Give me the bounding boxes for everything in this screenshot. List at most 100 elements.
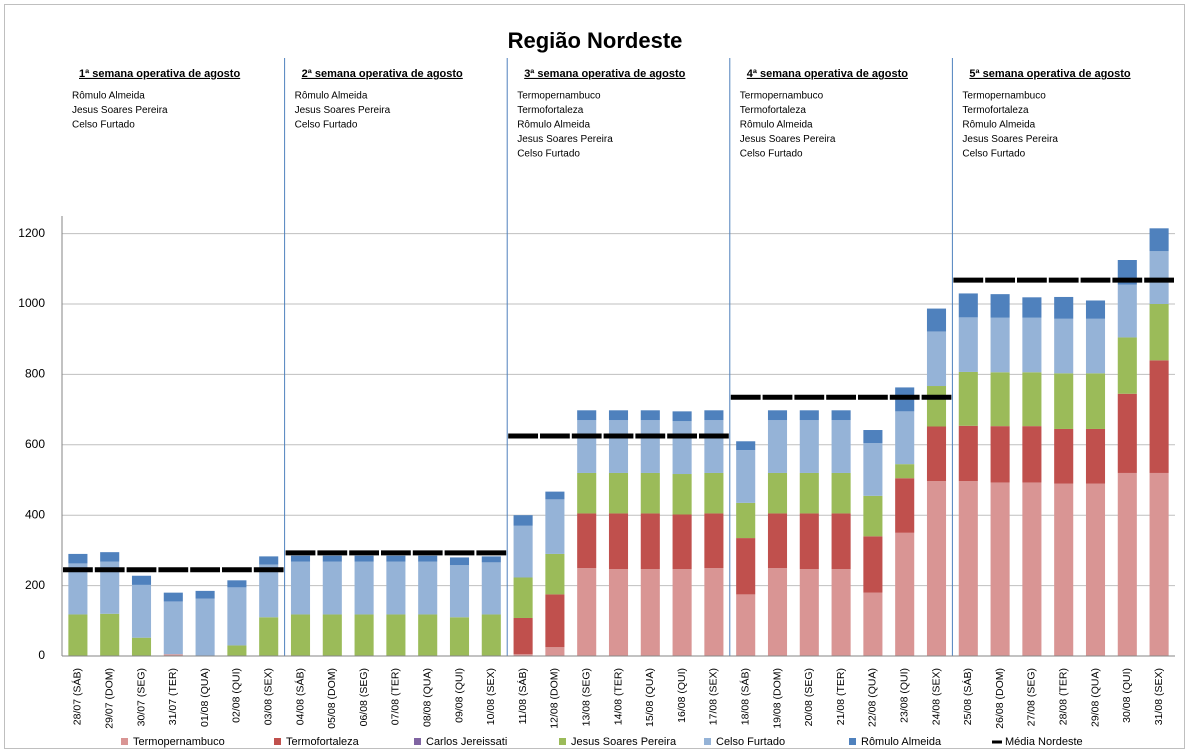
bar-segment bbox=[545, 499, 565, 554]
week-plant: Jesus Soares Pereira bbox=[962, 134, 1058, 145]
bar-segment bbox=[513, 654, 533, 656]
bar-segment bbox=[767, 472, 788, 514]
bar-segment bbox=[990, 372, 1010, 427]
bar-segment bbox=[1054, 483, 1074, 656]
bar-segment bbox=[1085, 428, 1106, 484]
x-tick-label: 30/08 (QUI) bbox=[1121, 668, 1133, 723]
bar-segment bbox=[736, 594, 756, 656]
week-plant: Jesus Soares Pereira bbox=[72, 105, 168, 116]
bar-segment bbox=[1117, 337, 1137, 394]
bar-segment bbox=[1054, 373, 1074, 429]
bar-segment bbox=[545, 594, 565, 648]
x-tick-label: 13/08 (SEG) bbox=[580, 668, 592, 726]
bar-segment bbox=[831, 420, 851, 473]
bar-segment bbox=[1022, 297, 1042, 318]
y-tick-label: 1000 bbox=[18, 296, 45, 310]
bar-segment bbox=[990, 294, 1010, 318]
x-tick-label: 04/08 (SÁB) bbox=[293, 668, 306, 725]
week-title: 1ª semana operativa de agosto bbox=[79, 68, 240, 80]
bar-segment bbox=[863, 430, 883, 444]
bar-segment bbox=[831, 513, 851, 570]
legend-swatch bbox=[414, 738, 421, 745]
bar-segment bbox=[1149, 304, 1169, 361]
bar-segment bbox=[100, 561, 120, 614]
bar-segment bbox=[449, 557, 470, 566]
bar-segment bbox=[895, 411, 915, 465]
bar-segment bbox=[926, 386, 947, 427]
bar-segment bbox=[704, 568, 724, 656]
bar-segment bbox=[640, 569, 660, 656]
x-tick-label: 15/08 (QUA) bbox=[644, 668, 656, 727]
bar-segment bbox=[640, 410, 660, 421]
week-title: 4ª semana operativa de agosto bbox=[747, 68, 908, 80]
week-plant: Rômulo Almeida bbox=[295, 91, 368, 102]
bar-segment bbox=[926, 331, 947, 387]
x-tick-label: 09/08 (QUI) bbox=[453, 668, 465, 723]
bar-segment bbox=[322, 614, 342, 656]
legend-label: Rômulo Almeida bbox=[861, 736, 942, 748]
week-plant: Rômulo Almeida bbox=[517, 120, 590, 131]
bar-segment bbox=[513, 577, 533, 618]
bar-segment bbox=[608, 410, 629, 421]
x-tick-label: 24/08 (SEX) bbox=[930, 668, 942, 725]
x-tick-label: 28/08 (TER) bbox=[1057, 668, 1069, 725]
bar-segment bbox=[958, 425, 978, 482]
week-plant: Celso Furtado bbox=[517, 149, 580, 160]
bar-segment bbox=[863, 443, 883, 496]
legend-label: Celso Furtado bbox=[716, 736, 785, 748]
x-tick-label: 21/08 (TER) bbox=[835, 668, 847, 725]
bar-segment bbox=[895, 478, 915, 533]
legend-label: Média Nordeste bbox=[1005, 736, 1083, 748]
bar-segment bbox=[1117, 284, 1137, 338]
bar-segment bbox=[640, 472, 660, 514]
bar-segment bbox=[1085, 318, 1106, 374]
legend-swatch bbox=[704, 738, 711, 745]
bar-segment bbox=[1117, 393, 1137, 473]
bar-segment bbox=[863, 495, 883, 537]
bar-segment bbox=[259, 564, 279, 618]
bar-segment bbox=[608, 472, 629, 514]
bar-segment bbox=[1085, 300, 1106, 319]
bar-segment bbox=[767, 513, 788, 568]
bar-segment bbox=[577, 420, 597, 473]
bar-segment bbox=[545, 647, 565, 656]
x-tick-label: 03/08 (SEX) bbox=[262, 668, 274, 725]
bar-segment bbox=[1085, 483, 1106, 656]
legend-label: Termofortaleza bbox=[286, 736, 360, 748]
legend-swatch bbox=[559, 738, 566, 745]
bar-segment bbox=[799, 569, 819, 656]
bar-segment bbox=[704, 410, 724, 421]
bar-segment bbox=[449, 565, 470, 618]
bar-segment bbox=[736, 441, 756, 451]
bar-segment bbox=[68, 553, 88, 564]
x-tick-label: 31/07 (TER) bbox=[167, 668, 179, 725]
x-tick-label: 25/08 (SÁB) bbox=[961, 668, 974, 725]
x-tick-label: 31/08 (SEX) bbox=[1153, 668, 1165, 725]
bar-segment bbox=[704, 513, 724, 568]
bar-segment bbox=[767, 410, 788, 421]
bar-segment bbox=[163, 592, 183, 602]
x-tick-label: 02/08 (QUI) bbox=[231, 668, 243, 723]
bar-segment bbox=[704, 472, 724, 514]
bar-segment bbox=[1054, 318, 1074, 374]
x-tick-label: 10/08 (SEX) bbox=[485, 668, 497, 725]
bar-segment bbox=[608, 513, 629, 570]
bar-segment bbox=[418, 561, 438, 615]
bar-segment bbox=[195, 590, 215, 599]
bar-segment bbox=[354, 614, 374, 656]
x-tick-label: 12/08 (DOM) bbox=[549, 668, 561, 729]
x-tick-label: 28/07 (SÁB) bbox=[71, 668, 84, 725]
y-tick-label: 800 bbox=[25, 367, 45, 381]
bar-segment bbox=[163, 601, 183, 655]
bar-segment bbox=[1054, 428, 1074, 484]
x-tick-label: 11/08 (SÁB) bbox=[516, 668, 529, 724]
bar-segment bbox=[1022, 372, 1042, 427]
week-title: 5ª semana operativa de agosto bbox=[969, 68, 1130, 80]
legend-label: Jesus Soares Pereira bbox=[571, 736, 677, 748]
bar-segment bbox=[386, 561, 406, 615]
bar-segment bbox=[163, 654, 183, 656]
bar-segment bbox=[227, 580, 247, 588]
bar-segment bbox=[672, 474, 692, 515]
bar-segment bbox=[513, 525, 533, 578]
x-tick-label: 19/08 (DOM) bbox=[771, 668, 783, 729]
